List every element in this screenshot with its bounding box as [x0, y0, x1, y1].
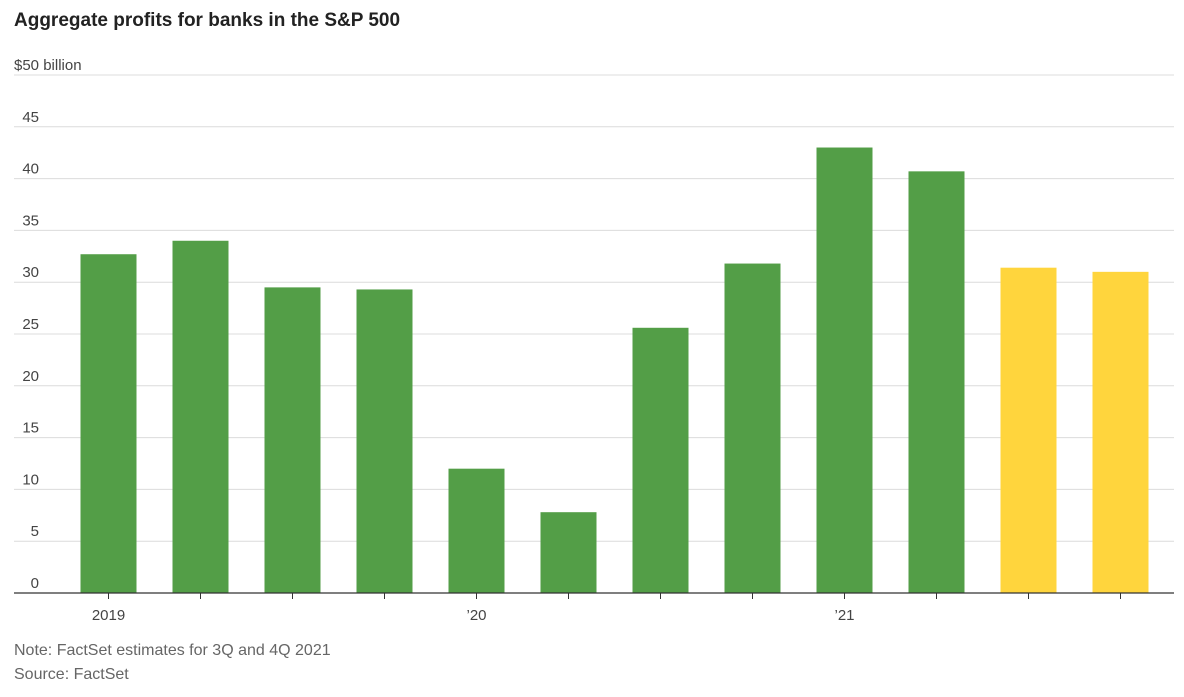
bar	[540, 512, 597, 593]
y-tick-label: 30	[22, 264, 39, 281]
x-tick-label: ’20	[466, 607, 486, 624]
chart-note: Note: FactSet estimates for 3Q and 4Q 20…	[14, 642, 331, 659]
bar-estimate	[1092, 271, 1149, 593]
bar	[908, 171, 965, 593]
bar	[80, 254, 137, 593]
y-tick-label: 0	[31, 575, 39, 592]
y-tick-label: 5	[31, 523, 39, 540]
y-axis-tick-labels: 0 5 10 15 20 25 30 35 40 45 $50 billion	[14, 57, 82, 592]
bar	[356, 289, 413, 593]
y-tick-label: 10	[22, 471, 39, 488]
x-axis-ticks: 2019 ’20 ’21	[92, 593, 1121, 624]
y-tick-label: 25	[22, 316, 39, 333]
y-tick-label: 35	[22, 212, 39, 229]
bar-estimate	[1000, 267, 1057, 593]
y-tick-label: 15	[22, 420, 39, 437]
bar	[172, 240, 229, 593]
bar	[448, 468, 505, 593]
y-tick-label: 20	[22, 368, 39, 385]
x-tick-label: 2019	[92, 607, 125, 624]
bar	[724, 263, 781, 593]
bar	[264, 287, 321, 593]
y-unit-label: $50 billion	[14, 57, 82, 74]
x-tick-label: ’21	[834, 607, 854, 624]
chart-source: Source: FactSet	[14, 666, 129, 683]
y-tick-label: 40	[22, 161, 39, 178]
bars	[80, 147, 1149, 593]
bar	[816, 147, 873, 593]
chart-title: Aggregate profits for banks in the S&P 5…	[14, 10, 401, 31]
bar	[632, 327, 689, 593]
y-tick-label: 45	[22, 109, 39, 126]
